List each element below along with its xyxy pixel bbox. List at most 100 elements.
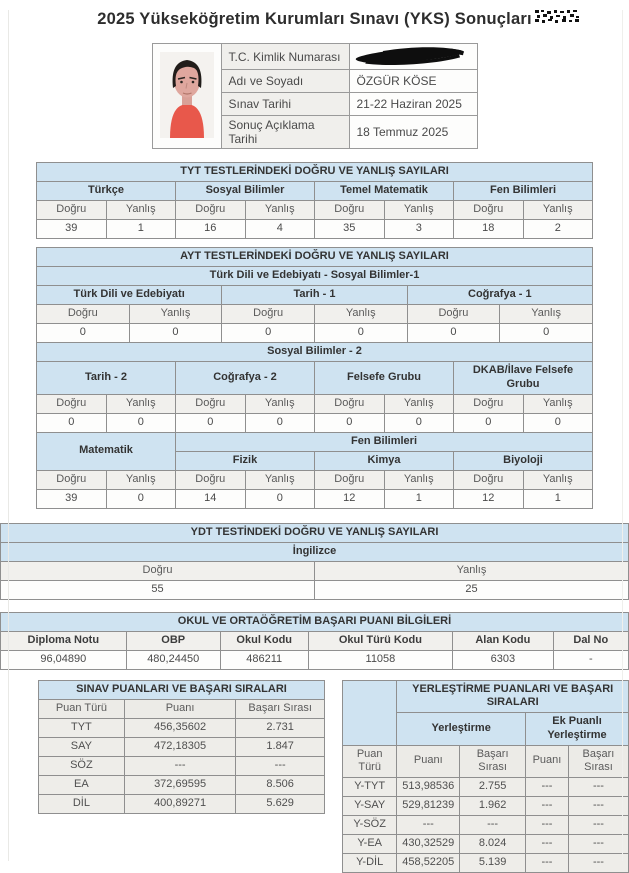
extra-score-value: --- — [526, 778, 569, 797]
placement-scores-table: YERLEŞTİRME PUANLARI VE BAŞARI SIRALARI … — [342, 680, 629, 873]
table-row: 39 0 14 0 12 1 12 1 — [37, 489, 593, 508]
wrong-label: Yanlış — [106, 394, 176, 413]
score-type: EA — [39, 775, 125, 794]
rank-value: 2.755 — [460, 778, 526, 797]
score-value: 529,81239 — [397, 797, 460, 816]
table-row: Puan Türü Puanı Başarı Sırası Puanı Başa… — [343, 745, 629, 778]
placement-title: YERLEŞTİRME PUANLARI VE BAŞARI SIRALARI — [397, 680, 629, 713]
wrong-value: 0 — [245, 489, 315, 508]
identity-value: 21-22 Haziran 2025 — [349, 93, 477, 116]
correct-value: 12 — [454, 489, 524, 508]
table-row: Y-TYT 513,98536 2.755 --- --- — [343, 778, 629, 797]
tyt-table: TYT TESTLERİNDEKİ DOĞRU VE YANLIŞ SAYILA… — [36, 162, 593, 239]
table-row: Doğru Yanlış Doğru Yanlış Doğru Yanlış D… — [37, 394, 593, 413]
placement-group-header: Yerleştirme — [397, 713, 526, 746]
table-row: Doğru Yanlış Doğru Yanlış Doğru Yanlış D… — [37, 201, 593, 220]
subject-header: DKAB/İlave Felsefe Grubu — [454, 362, 593, 395]
ydt-language-header: İngilizce — [1, 542, 629, 561]
subject-header: Coğrafya - 2 — [176, 362, 315, 395]
correct-label: Doğru — [37, 201, 107, 220]
correct-value: 35 — [315, 220, 385, 239]
column-header: Okul Türü Kodu — [308, 631, 452, 650]
table-row: AYT TESTLERİNDEKİ DOĞRU VE YANLIŞ SAYILA… — [37, 248, 593, 267]
table-row: Y-DİL 458,52205 5.139 --- --- — [343, 854, 629, 873]
score-type: SÖZ — [39, 756, 125, 775]
extra-score-value: --- — [526, 816, 569, 835]
score-type: Y-TYT — [343, 778, 397, 797]
correct-value: 39 — [37, 489, 107, 508]
score-value: 400,89271 — [124, 794, 236, 813]
correct-value: 0 — [37, 324, 130, 343]
table-row: Diploma Notu OBP Okul Kodu Okul Türü Kod… — [1, 631, 629, 650]
identity-label: T.C. Kimlik Numarası — [221, 44, 349, 70]
table-row: Türkçe Sosyal Bilimler Temel Matematik F… — [37, 182, 593, 201]
subject-header: Temel Matematik — [315, 182, 454, 201]
subject-header: Sosyal Bilimler — [176, 182, 315, 201]
extra-rank-value: --- — [568, 854, 628, 873]
wrong-label: Yanlış — [384, 394, 454, 413]
subject-header: Tarih - 1 — [222, 286, 407, 305]
identity-label: Sonuç Açıklama Tarihi — [221, 116, 349, 149]
correct-value: 55 — [1, 580, 315, 599]
wrong-label: Yanlış — [523, 470, 593, 489]
exam-scores-title: SINAV PUANLARI VE BAŞARI SIRALARI — [39, 680, 325, 699]
correct-label: Doğru — [222, 305, 315, 324]
correct-label: Doğru — [37, 305, 130, 324]
ayt-section1-title: Türk Dili ve Edebiyatı - Sosyal Bilimler… — [37, 267, 593, 286]
table-row: Puan Türü Puanı Başarı Sırası — [39, 699, 325, 718]
table-row: Türk Dili ve Edebiyatı - Sosyal Bilimler… — [37, 267, 593, 286]
ydt-title: YDT TESTİNDEKİ DOĞRU VE YANLIŞ SAYILARI — [1, 523, 629, 542]
table-row: YDT TESTİNDEKİ DOĞRU VE YANLIŞ SAYILARI — [1, 523, 629, 542]
score-value: 458,52205 — [397, 854, 460, 873]
identity-label: Adı ve Soyadı — [221, 70, 349, 93]
identity-value: 18 Temmuz 2025 — [349, 116, 477, 149]
subject-header: Türkçe — [37, 182, 176, 201]
rank-value: --- — [236, 756, 325, 775]
obp-value: 480,24450 — [126, 650, 220, 669]
ayt-table-block: AYT TESTLERİNDEKİ DOĞRU VE YANLIŞ SAYILA… — [36, 247, 593, 509]
school-title: OKUL VE ORTAÖĞRETİM BAŞARI PUANI BİLGİLE… — [1, 612, 629, 631]
score-type: SAY — [39, 737, 125, 756]
ayt-title: AYT TESTLERİNDEKİ DOĞRU VE YANLIŞ SAYILA… — [37, 248, 593, 267]
wrong-label: Yanlış — [129, 305, 222, 324]
score-value: 456,35602 — [124, 718, 236, 737]
subject-header: Kimya — [315, 451, 454, 470]
table-row: Türk Dili ve Edebiyatı Tarih - 1 Coğrafy… — [37, 286, 593, 305]
wrong-label: Yanlış — [106, 201, 176, 220]
score-value: 472,18305 — [124, 737, 236, 756]
wrong-value: 0 — [106, 489, 176, 508]
table-row: SINAV PUANLARI VE BAŞARI SIRALARI — [39, 680, 325, 699]
score-value: --- — [397, 816, 460, 835]
exam-scores-table: SINAV PUANLARI VE BAŞARI SIRALARI Puan T… — [38, 680, 325, 814]
rank-value: --- — [460, 816, 526, 835]
table-row: Tarih - 2 Coğrafya - 2 Felsefe Grubu DKA… — [37, 362, 593, 395]
table-row: SÖZ --- --- — [39, 756, 325, 775]
portrait-photo-illustration — [160, 52, 214, 138]
identity-row: T.C. Kimlik Numarası — [152, 44, 477, 70]
correct-value: 0 — [222, 324, 315, 343]
wrong-value: 3 — [384, 220, 454, 239]
column-header: Puan Türü — [343, 745, 397, 778]
wrong-value: 1 — [384, 489, 454, 508]
column-header: Başarı Sırası — [568, 745, 628, 778]
column-header: Başarı Sırası — [236, 699, 325, 718]
wrong-value: 0 — [106, 413, 176, 432]
ayt-section1-table: AYT TESTLERİNDEKİ DOĞRU VE YANLIŞ SAYILA… — [36, 247, 593, 343]
wrong-value: 2 — [523, 220, 593, 239]
table-row: Y-SAY 529,81239 1.962 --- --- — [343, 797, 629, 816]
extra-score-value: --- — [526, 854, 569, 873]
page-edge-line — [8, 10, 9, 861]
school-type-code-value: 11058 — [308, 650, 452, 669]
wrong-label: Yanlış — [384, 470, 454, 489]
subject-header: Biyoloji — [454, 451, 593, 470]
identity-value: ÖZGÜR KÖSE — [349, 70, 477, 93]
identity-value-redacted — [349, 44, 477, 70]
score-value: --- — [124, 756, 236, 775]
table-row: Doğru Yanlış Doğru Yanlış Doğru Yanlış — [37, 305, 593, 324]
math-header: Matematik — [37, 432, 176, 470]
table-row: 0 0 0 0 0 0 0 0 — [37, 413, 593, 432]
subject-header: Coğrafya - 1 — [407, 286, 592, 305]
correct-value: 16 — [176, 220, 246, 239]
correct-label: Doğru — [454, 201, 524, 220]
table-row: 39 1 16 4 35 3 18 2 — [37, 220, 593, 239]
